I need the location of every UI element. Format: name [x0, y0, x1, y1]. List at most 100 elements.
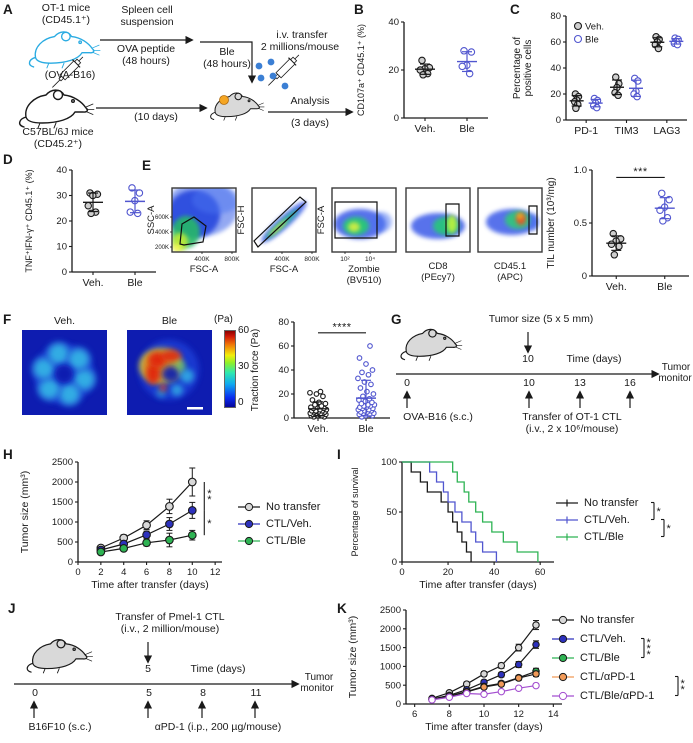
time-days-label: Time (days): [566, 353, 622, 365]
svg-text:Percentage of: Percentage of: [512, 37, 523, 99]
svg-text:Veh.: Veh.: [585, 21, 604, 32]
transfer-pmel1-line2: (i.v., 2 million/mouse): [120, 623, 220, 635]
tick-5: 5: [146, 687, 152, 699]
legend-label: No transfer: [584, 496, 639, 509]
panel-label-b: B: [354, 2, 364, 17]
ot1-label-line1: OT-1 mice: [41, 2, 91, 14]
svg-text:(PEcy7): (PEcy7): [421, 272, 455, 283]
svg-text:Ble: Ble: [459, 123, 474, 135]
svg-text:TIM3: TIM3: [615, 125, 639, 137]
svg-text:1.0: 1.0: [574, 165, 587, 176]
tick-13: 13: [574, 377, 586, 389]
flow-density-5: [486, 209, 538, 235]
panel-label-a: A: [3, 2, 13, 17]
panel-label-k: K: [337, 601, 347, 616]
svg-text:Time after transfer (days): Time after transfer (days): [91, 579, 208, 591]
svg-text:20: 20: [443, 567, 454, 578]
flow-cytometry-plots: SSC-A 200K 400K 600K 400K 800K FSC-A FSC-H 400K 8…: [146, 187, 543, 286]
svg-text:10: 10: [56, 242, 67, 253]
svg-text:40: 40: [278, 365, 289, 376]
svg-text:Time after transfer (days): Time after transfer (days): [419, 579, 536, 591]
svg-text:Veh.: Veh.: [307, 423, 328, 435]
recipient-mouse-icon: [210, 92, 265, 121]
c57-label-line2: (CD45.2⁺): [33, 138, 83, 150]
svg-text:FSC-A: FSC-A: [316, 205, 327, 234]
svg-text:0: 0: [284, 413, 289, 424]
svg-text:Tumor size (mm³): Tumor size (mm³): [347, 616, 359, 698]
svg-text:400K: 400K: [274, 256, 290, 263]
chart-exhaustion-markers: 0 20 40 60 80 Percentage of positive cells PD-1…: [512, 11, 687, 137]
legend-label: CTL/Veh.: [580, 632, 626, 645]
panel-a-schematic: OT-1 mice (CD45.1⁺) Spleen cell suspensi…: [0, 0, 355, 152]
svg-text:0: 0: [75, 567, 80, 578]
panel-label-d: D: [3, 152, 13, 167]
legend-item: CTL/Ble: [238, 532, 338, 549]
svg-text:FSC-H: FSC-H: [236, 205, 247, 234]
legend-label: No transfer: [266, 500, 321, 513]
ten-days-label: (10 days): [134, 111, 178, 123]
svg-text:6: 6: [144, 567, 149, 578]
svg-text:2500: 2500: [52, 457, 73, 468]
svg-text:400K: 400K: [155, 230, 169, 236]
svg-text:1500: 1500: [380, 643, 401, 654]
tick-11: 11: [250, 687, 262, 699]
legend-k: No transfer CTL/Veh. CTL/Ble CTL/αPD-1 CTL/B…: [552, 610, 693, 705]
svg-text:60: 60: [535, 567, 546, 578]
svg-text:(BV510): (BV510): [347, 275, 382, 286]
legend-i: No transfer CTL/Veh. CTL/Ble * *: [556, 494, 692, 545]
svg-text:0: 0: [62, 267, 67, 278]
flow-gate: [179, 216, 207, 246]
panel-a-artwork: [18, 31, 354, 129]
ova-peptide-label-line2: (48 hours): [122, 55, 170, 67]
svg-text:80: 80: [278, 317, 289, 328]
ot1-label-line2: (CD45.1⁺): [41, 14, 91, 26]
svg-text:SSC-A: SSC-A: [146, 205, 157, 235]
svg-text:(APC): (APC): [497, 272, 523, 283]
svg-text:Zombie: Zombie: [348, 264, 380, 275]
svg-text:0: 0: [68, 557, 73, 568]
legend-label: CTL/Ble/αPD-1: [580, 689, 655, 702]
svg-text:Tumor size (mm³): Tumor size (mm³): [19, 471, 31, 553]
svg-text:0: 0: [392, 557, 397, 568]
svg-text:0: 0: [582, 271, 587, 282]
apd1-label: αPD-1 (i.p., 200 µg/mouse): [154, 721, 282, 733]
cell-dots-icon: [255, 58, 289, 90]
svg-text:0: 0: [399, 567, 404, 578]
tick-8: 8: [200, 687, 206, 699]
svg-text:40: 40: [489, 567, 500, 578]
legend-item: CTL/Ble: [552, 648, 693, 667]
legend-label: CTL/Ble: [580, 651, 620, 664]
svg-text:*: *: [207, 488, 212, 500]
svg-text:50: 50: [386, 507, 397, 518]
iv-transfer-label-line2: 2 millions/mouse: [260, 41, 340, 53]
svg-text:30: 30: [56, 191, 67, 202]
svg-text:1000: 1000: [380, 662, 401, 673]
panel-g-schematic: Tumor size (5 x 5 mm) 10 Time (days) Tum…: [392, 313, 693, 440]
legend-label: CTL/Veh.: [584, 513, 630, 526]
svg-text:1500: 1500: [52, 497, 73, 508]
flow-gate: [253, 196, 307, 248]
svg-text:2000: 2000: [380, 624, 401, 635]
svg-text:20: 20: [550, 89, 561, 100]
legend-item: No transfer: [238, 498, 338, 515]
svg-text:Veh.: Veh.: [82, 277, 103, 289]
svg-text:40: 40: [56, 165, 67, 176]
legend-h: No transfer CTL/Veh. CTL/Ble: [238, 498, 338, 549]
svg-text:0: 0: [396, 699, 401, 710]
mouse-icon: [400, 328, 463, 362]
panel-j-artwork: [14, 639, 300, 718]
chart-cd107a: 0 20 40 CD107a⁺ CD45.1⁺ (%) Veh. Ble: [356, 17, 488, 135]
ble-label-line1: Ble: [219, 46, 235, 58]
panel-g-artwork: [396, 328, 660, 408]
heatmap-ble-title: Ble: [161, 315, 178, 327]
legend-label: CTL/Ble: [584, 530, 624, 543]
svg-text:FSC-A: FSC-A: [270, 264, 299, 275]
svg-text:2000: 2000: [52, 477, 73, 488]
svg-text:Ble: Ble: [585, 34, 599, 45]
panel-label-h: H: [3, 447, 13, 462]
legend-item: CTL/Veh.: [556, 511, 692, 528]
panel-label-g: G: [391, 312, 402, 327]
svg-text:Veh.: Veh.: [414, 123, 435, 135]
svg-text:60: 60: [550, 37, 561, 48]
svg-text:60: 60: [278, 341, 289, 352]
